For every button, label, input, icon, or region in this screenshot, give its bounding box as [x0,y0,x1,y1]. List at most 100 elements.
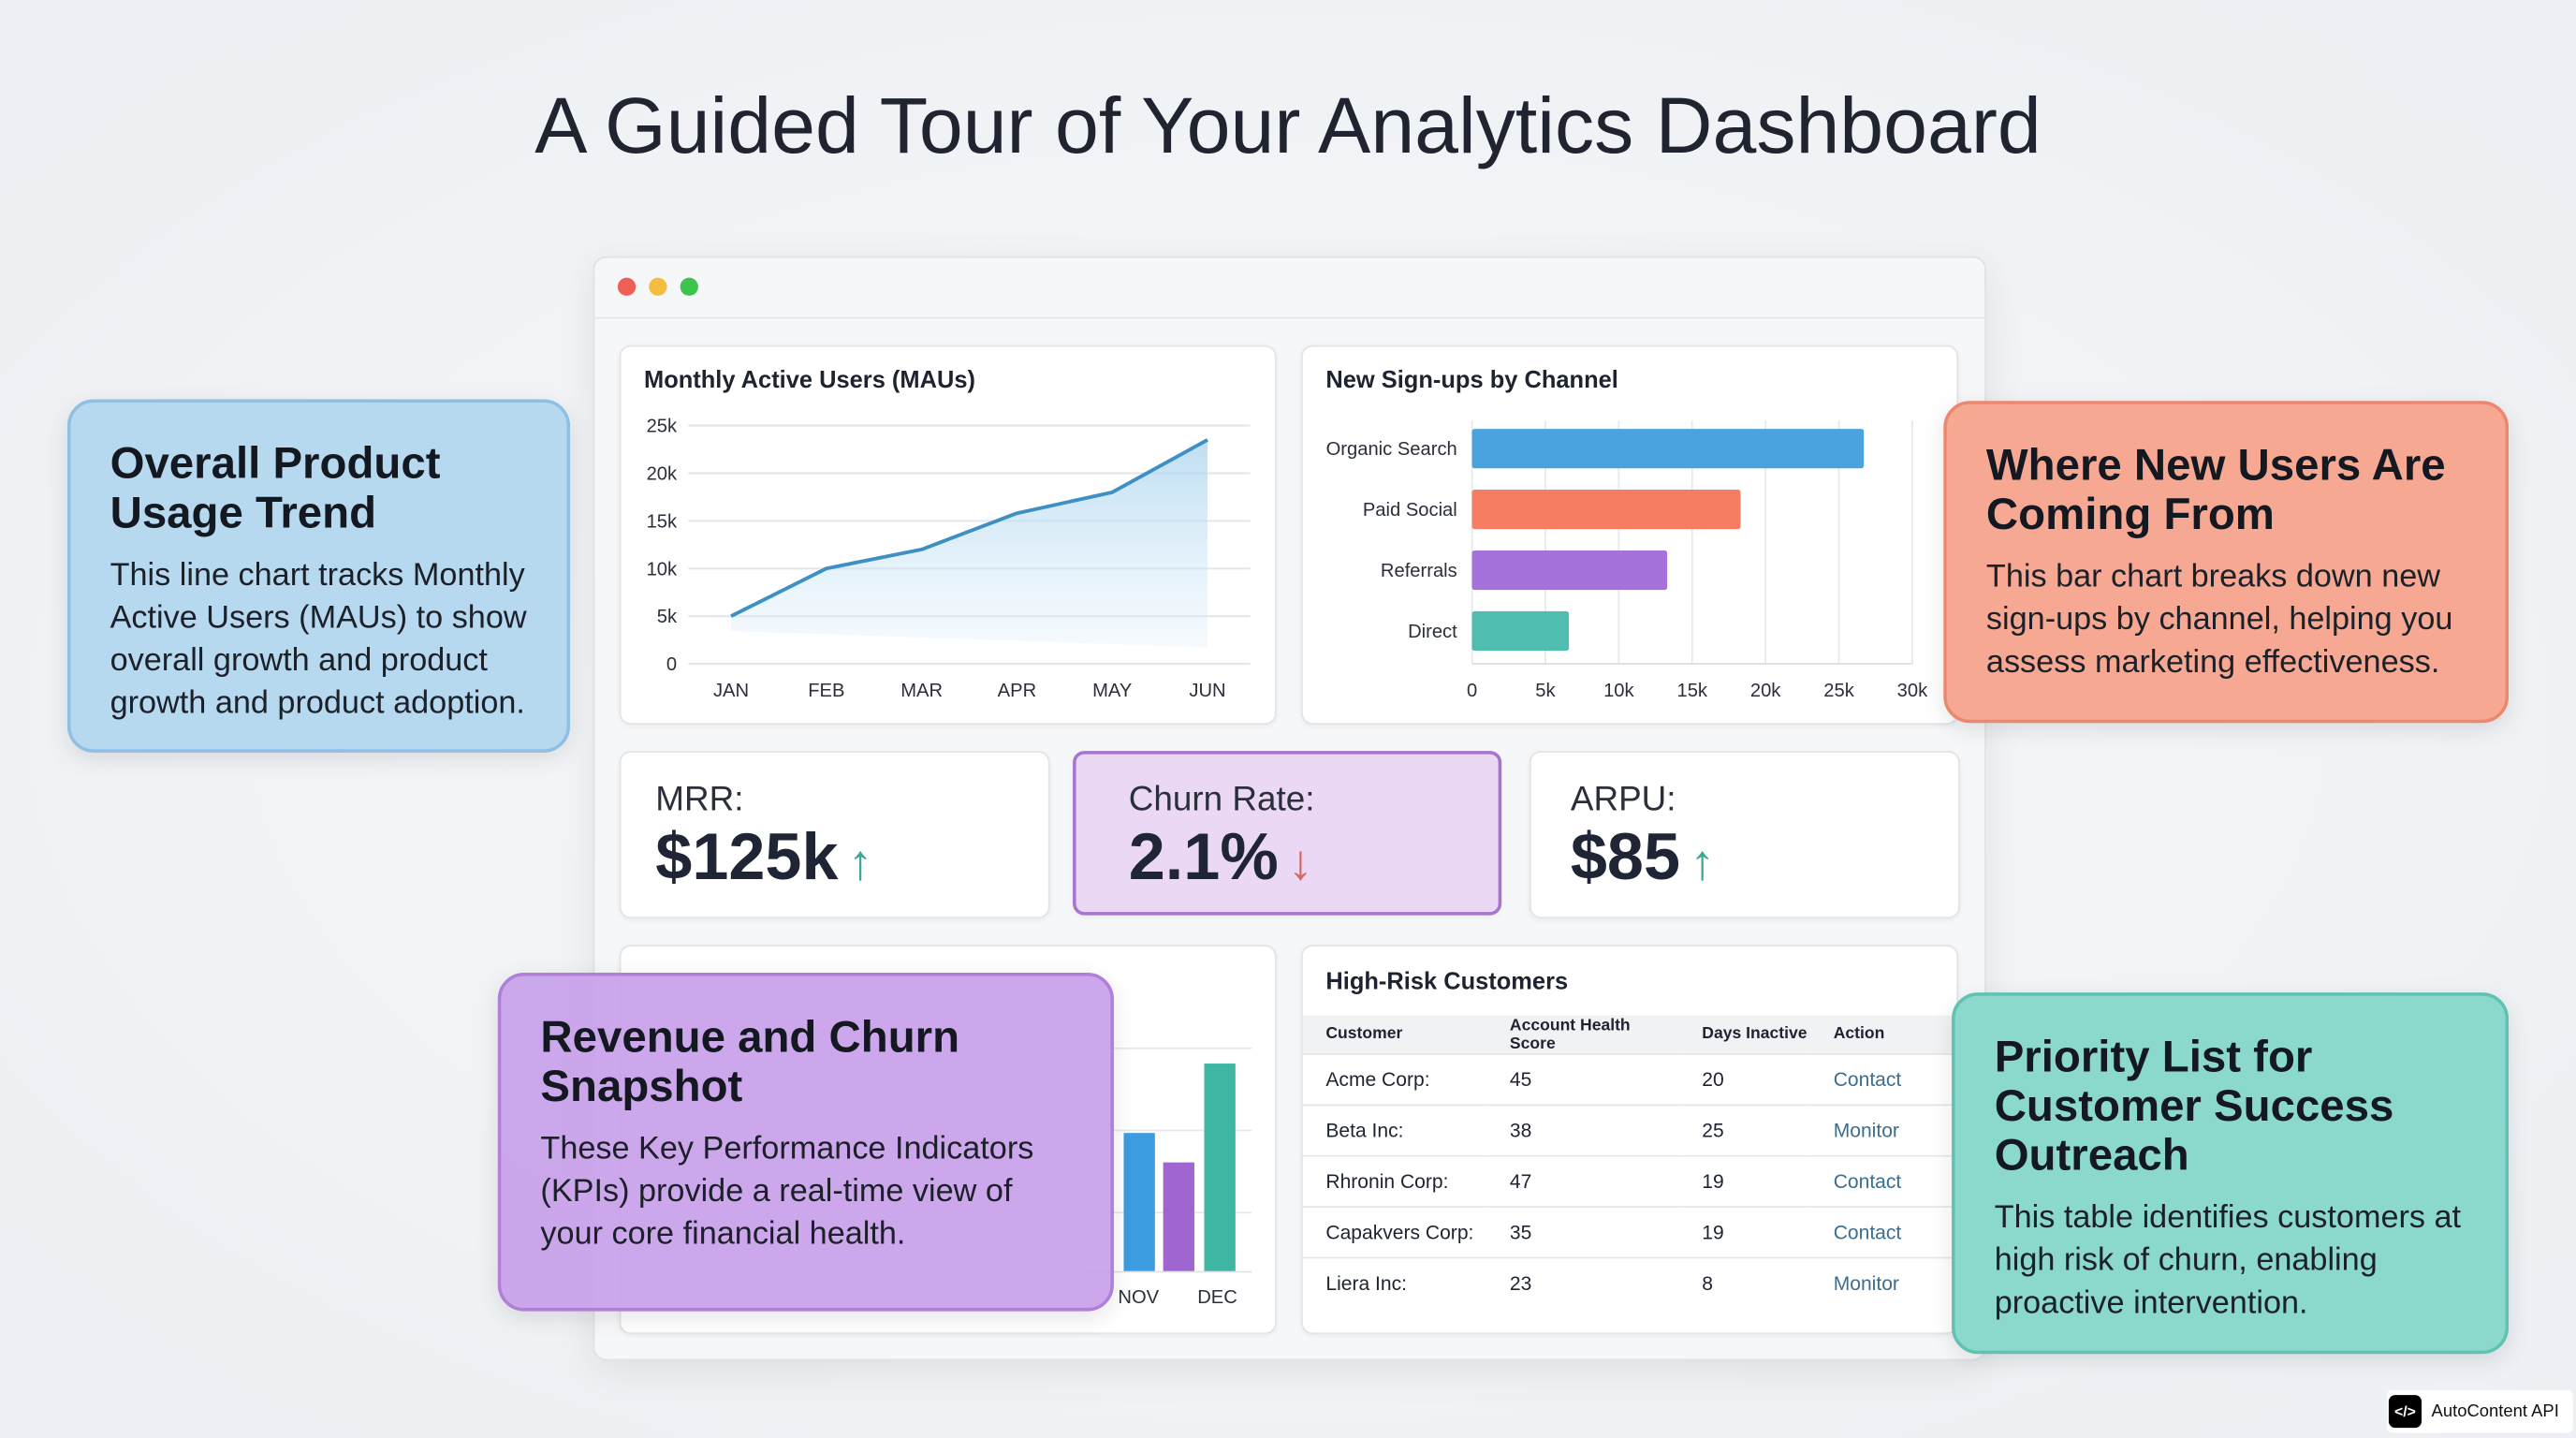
x-tick-label: APR [998,681,1036,701]
x-tick-label: 10k [1603,681,1634,701]
col-health: Account Health Score [1486,1015,1679,1054]
y-category-label: Referrals [1381,561,1457,581]
kpi-value-wrap: $125k ↑ [655,822,872,896]
y-category-label: Organic Search [1326,439,1457,460]
kpi-label: ARPU: [1570,780,1676,819]
y-tick-label: 20k [647,463,678,484]
signups-title: New Sign-ups by Channel [1325,368,1618,395]
callout-body: This bar chart breaks down new sign-ups … [1985,558,2453,681]
callout-new-users: Where New Users Are Coming From This bar… [1943,401,2510,724]
days-inactive-cell: 19 [1678,1206,1811,1258]
table-row: Liera Inc: 23 8 Monitor [1302,1256,1957,1309]
health-score-cell: 47 [1486,1154,1679,1208]
table-wrap: Customer Account Health Score Days Inact… [1302,1015,1957,1309]
health-score-cell: 38 [1486,1104,1679,1156]
kpi-value-wrap: $85 ↑ [1571,822,1715,896]
x-tick-label: FEB [808,681,844,701]
x-tick-label: 25k [1823,681,1854,701]
revenue-chart: NOV DEC [1080,1047,1252,1308]
mau-title: Monthly Active Users (MAUs) [643,368,976,395]
revenue-bar [1163,1162,1194,1272]
watermark-label: AutoContent API [2431,1401,2559,1422]
health-score-cell: 35 [1486,1206,1679,1258]
callout-title: Overall Product Usage Trend [110,438,441,537]
table-header: Customer Account Health Score Days Inact… [1302,1015,1957,1054]
callout-body: This table identifies customers at high … [1994,1199,2462,1322]
x-tick-label: NOV [1118,1287,1159,1308]
customer-cell: Beta Inc: [1302,1104,1487,1156]
y-tick-label: 5k [657,607,678,627]
kpi-mrr: MRR: $125k ↑ [619,751,1050,919]
y-tick-label: 25k [647,417,678,437]
titlebar-divider [594,316,1985,319]
kpi-value-wrap: 2.1% ↓ [1129,822,1313,896]
y-category-label: Paid Social [1363,500,1457,521]
x-tick-label: MAY [1092,681,1133,701]
code-icon: </> [2388,1395,2422,1429]
kpi-label: Churn Rate: [1128,780,1315,819]
health-score-cell: 45 [1486,1053,1679,1106]
mau-chart: 0 5k 10k 15k 20k 25k JAN FEB MAR APR MAY JUN [647,417,1251,701]
action-link-contact[interactable]: Contact [1810,1206,1957,1258]
col-customer: Customer [1302,1015,1487,1054]
bar-referrals [1471,550,1668,591]
action-link-monitor[interactable]: Monitor [1810,1256,1957,1309]
kpi-value: $85 [1570,821,1681,894]
arrow-up-icon: ↑ [848,836,873,891]
x-tick-label: 20k [1750,681,1781,701]
x-tick-label: MAR [900,681,943,701]
bar-organic-search [1471,429,1865,469]
days-inactive-cell: 25 [1678,1104,1811,1156]
table-row: Beta Inc: 38 25 Monitor [1302,1104,1957,1156]
table-row: Acme Corp: 45 20 Contact [1302,1053,1957,1106]
revenue-bar [1204,1064,1236,1272]
x-tick-label: 30k [1897,681,1928,701]
high-risk-table: Customer Account Health Score Days Inact… [1302,1015,1957,1309]
callout-usage-trend: Overall Product Usage Trend This line ch… [66,399,571,753]
col-action: Action [1810,1015,1957,1054]
table-title: High-Risk Customers [1325,969,1569,996]
health-score-cell: 23 [1486,1256,1679,1309]
action-link-monitor[interactable]: Monitor [1810,1104,1957,1156]
callout-revenue-churn: Revenue and Churn Snapshot These Key Per… [497,973,1114,1312]
maximize-window-dot[interactable] [680,277,698,296]
watermark: </> AutoContent API [2387,1389,2573,1433]
x-tick-label: JUN [1189,681,1225,701]
kpi-value: $125k [655,821,839,894]
mau-card: Monthly Active Users (MAUs) 0 5k 10k 15k 20k… [619,345,1277,725]
signups-card: New Sign-ups by Channel 0 5k 10k 15k 20k 25k 3… [1301,345,1959,725]
customer-cell: Capakvers Corp: [1302,1206,1487,1258]
page-title: A Guided Tour of Your Analytics Dashboar… [534,83,2042,171]
arrow-down-icon: ↓ [1288,836,1313,891]
mau-line [730,438,1208,618]
days-inactive-cell: 8 [1678,1256,1811,1309]
high-risk-card: High-Risk Customers Customer Account Hea… [1301,945,1959,1335]
x-tick-label: 0 [1467,681,1477,701]
kpi-label: MRR: [655,780,744,819]
revenue-bar [1123,1133,1155,1272]
minimize-window-dot[interactable] [649,277,667,296]
callout-title: Priority List for Customer Success Outre… [1994,1032,2394,1181]
bar-direct [1471,610,1570,652]
kpi-value: 2.1% [1128,821,1279,894]
bar-paid-social [1471,490,1741,530]
kpi-churn: Churn Rate: 2.1% ↓ [1073,751,1502,916]
callout-title: Where New Users Are Coming From [1985,440,2446,539]
close-window-dot[interactable] [617,277,637,296]
callout-priority-list: Priority List for Customer Success Outre… [1952,992,2510,1355]
days-inactive-cell: 20 [1678,1053,1811,1106]
customer-cell: Acme Corp: [1302,1053,1487,1106]
customer-cell: Rhronin Corp: [1302,1154,1487,1208]
x-tick-label: 5k [1535,681,1556,701]
action-link-contact[interactable]: Contact [1810,1154,1957,1208]
days-inactive-cell: 19 [1678,1154,1811,1208]
arrow-up-icon: ↑ [1690,836,1715,891]
callout-title: Revenue and Churn Snapshot [540,1012,960,1111]
kpi-arpu: ARPU: $85 ↑ [1529,751,1960,919]
y-tick-label: 15k [647,511,678,532]
mau-area [731,439,1208,648]
y-category-label: Direct [1408,622,1457,642]
action-link-contact[interactable]: Contact [1810,1053,1957,1106]
table-row: Capakvers Corp: 35 19 Contact [1302,1206,1957,1258]
